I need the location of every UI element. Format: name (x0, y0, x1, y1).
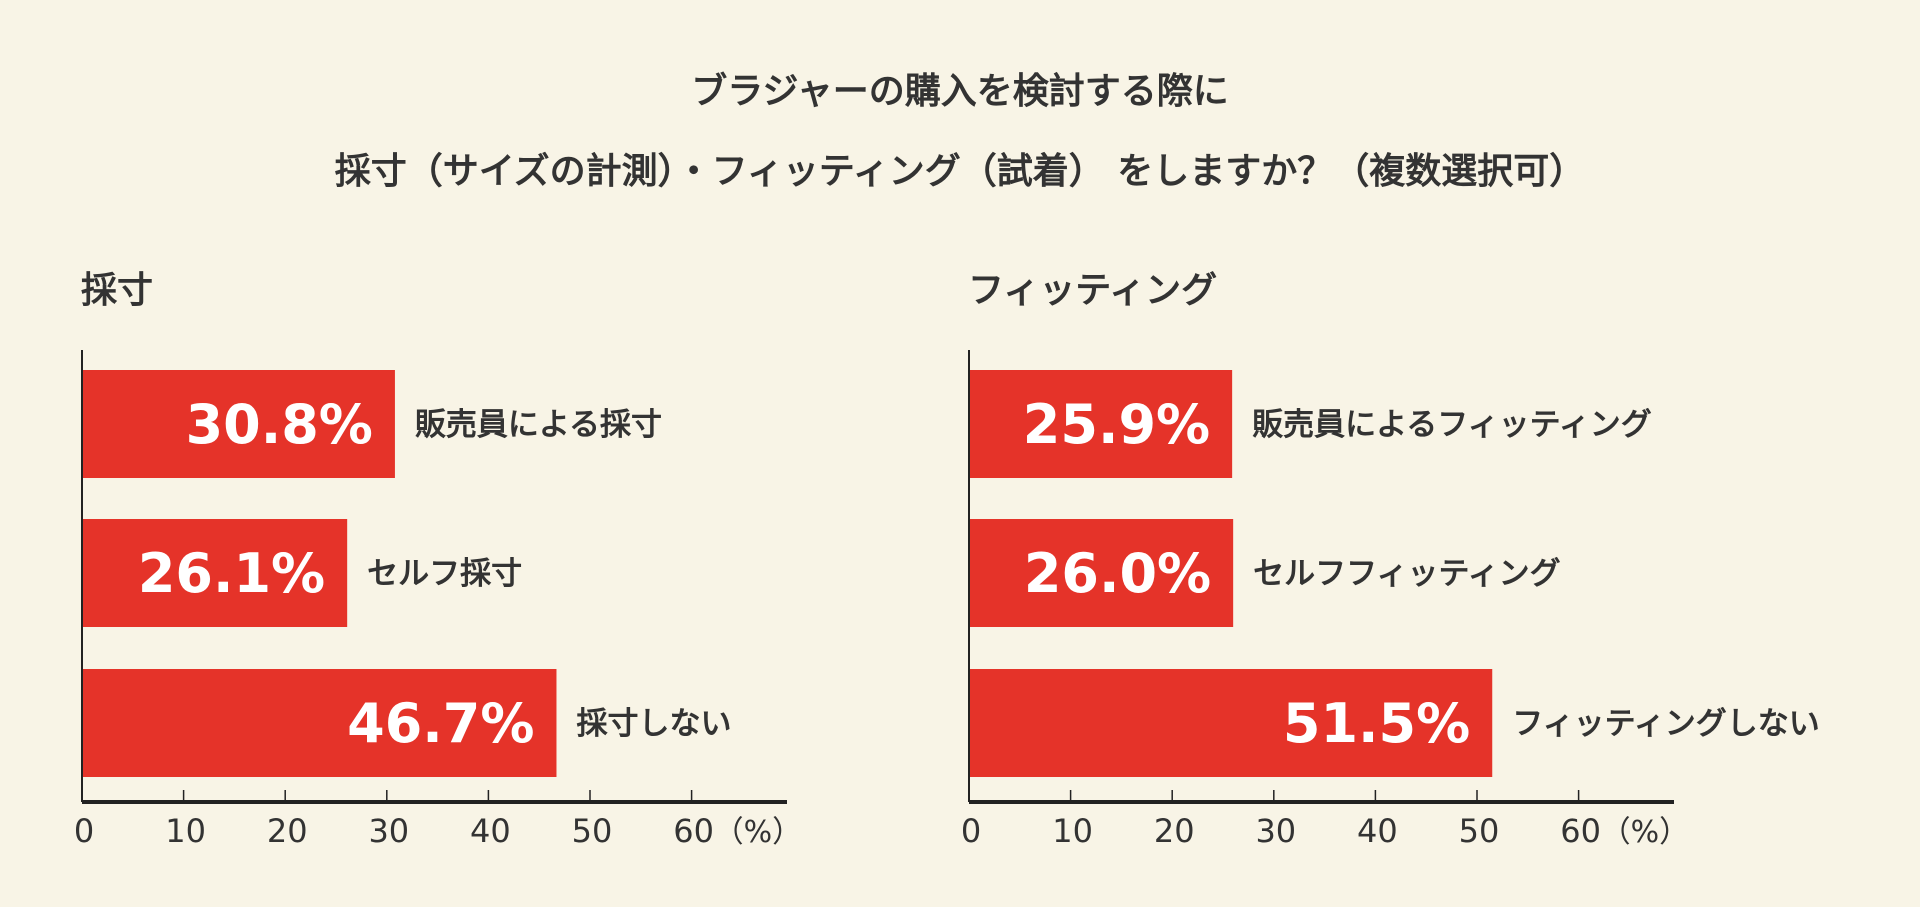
chart-title-line2: 採寸（サイズの計測）・フィッティング（試着） をしますか？（複数選択可） (334, 151, 1586, 192)
bar-value-label: 26.0% (1024, 542, 1211, 605)
section-title: フィッティング (968, 270, 1217, 311)
x-tick-label: 50 (572, 812, 613, 850)
category-label: 採寸しない (576, 706, 731, 742)
x-tick-label: 20 (267, 812, 308, 850)
bar (969, 370, 1233, 478)
x-tick-label: 30 (368, 812, 409, 850)
x-tick-label: 40 (1357, 812, 1398, 850)
x-axis-unit: （%） (1601, 815, 1690, 850)
x-tick-label: 30 (1255, 812, 1296, 850)
bar (82, 519, 348, 627)
section-title: 採寸 (81, 270, 153, 311)
x-tick-label: 0 (74, 812, 94, 850)
bar-value-label: 26.1% (138, 542, 325, 605)
bar (82, 370, 395, 478)
category-label: セルフ採寸 (367, 556, 522, 592)
x-tick-label: 50 (1459, 812, 1500, 850)
bar-value-label: 46.7% (347, 692, 534, 755)
bar-value-label: 51.5% (1283, 692, 1470, 755)
x-tick-label: 10 (1052, 812, 1093, 850)
bar-value-label: 25.9% (1023, 393, 1210, 456)
bar (82, 669, 557, 777)
x-tick-label: 60 (1560, 812, 1601, 850)
x-tick-label: 0 (961, 812, 981, 850)
bar (969, 519, 1234, 627)
bar-value-label: 30.8% (186, 393, 373, 456)
bar (969, 669, 1493, 777)
x-tick-label: 10 (165, 812, 206, 850)
x-tick-label: 20 (1154, 812, 1195, 850)
x-tick-label: 40 (470, 812, 511, 850)
chart-title-line1: ブラジャーの購入を検討する際に (691, 71, 1229, 112)
x-tick-label: 60 (673, 812, 714, 850)
category-label: 販売員による採寸 (415, 407, 662, 443)
x-axis-unit: （%） (714, 815, 803, 850)
category-label: 販売員によるフィッティング (1252, 407, 1652, 443)
category-label: フィッティングしない (1512, 706, 1820, 742)
category-label: セルフフィッティング (1253, 556, 1561, 592)
